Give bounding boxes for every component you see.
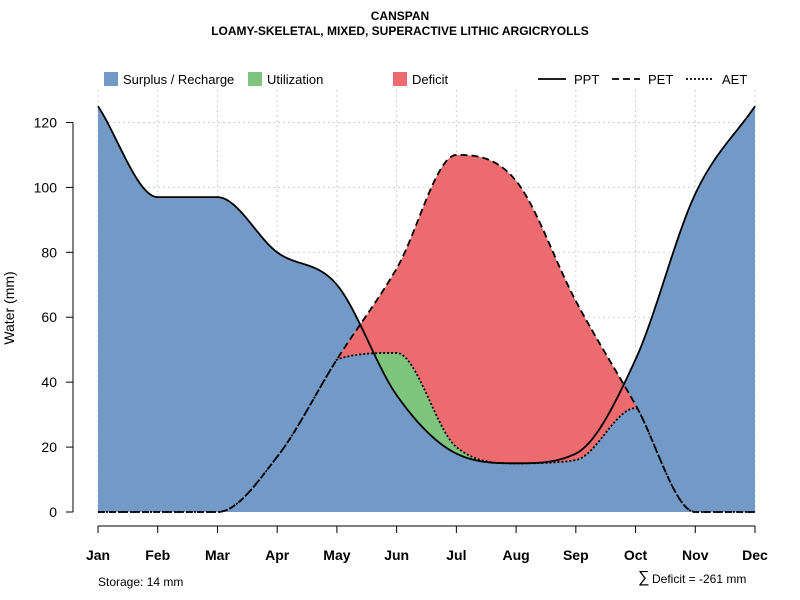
y-tick-label: 80 bbox=[41, 244, 57, 260]
y-tick-label: 120 bbox=[34, 114, 58, 130]
y-axis-label: Water (mm) bbox=[1, 271, 17, 344]
surplus-recharge-area bbox=[98, 106, 755, 512]
legend-swatch-utilization bbox=[248, 72, 262, 86]
axes: 0 20 40 60 80 100 120 Jan Feb Mar Apr May Jun Jul Aug S… bbox=[1, 114, 768, 563]
x-tick-label-jun: Jun bbox=[384, 547, 409, 563]
legend-swatch-surplus-recharge bbox=[104, 72, 118, 86]
legend-label: PPT bbox=[574, 72, 599, 87]
x-tick-label-oct: Oct bbox=[624, 547, 648, 563]
legend-label: PET bbox=[648, 72, 673, 87]
series-line-pet bbox=[98, 154, 755, 513]
deficit-note: Deficit = -261 mm bbox=[652, 572, 747, 586]
x-tick-label-jul: Jul bbox=[446, 547, 466, 563]
y-tick-label: 60 bbox=[41, 309, 57, 325]
legend-label: Deficit bbox=[412, 72, 449, 87]
deficit-area bbox=[98, 154, 755, 513]
x-tick-label-nov: Nov bbox=[682, 547, 709, 563]
storage-note: Storage: 14 mm bbox=[98, 575, 184, 589]
legend-label: Surplus / Recharge bbox=[123, 72, 234, 87]
series-lines bbox=[97, 105, 756, 513]
x-tick-label-feb: Feb bbox=[145, 547, 170, 563]
y-tick-label: 40 bbox=[41, 374, 57, 390]
sum-symbol: ∑ bbox=[638, 569, 650, 586]
legend: Surplus / Recharge Utilization Deficit PPT P… bbox=[104, 72, 747, 87]
x-tick-label-apr: Apr bbox=[265, 547, 290, 563]
x-tick-label-aug: Aug bbox=[502, 547, 529, 563]
x-tick-label-mar: Mar bbox=[205, 547, 230, 563]
legend-label: Utilization bbox=[267, 72, 323, 87]
x-tick-label-sep: Sep bbox=[563, 547, 589, 563]
chart-subtitle: LOAMY-SKELETAL, MIXED, SUPERACTIVE LITHI… bbox=[211, 24, 589, 38]
y-tick-label: 0 bbox=[49, 504, 57, 520]
chart-title: CANSPAN bbox=[370, 9, 430, 23]
x-tick-label-dec: Dec bbox=[742, 547, 768, 563]
y-tick-label: 20 bbox=[41, 439, 57, 455]
x-tick-label-jan: Jan bbox=[86, 547, 110, 563]
series-line-aet bbox=[98, 352, 755, 513]
y-tick-label: 100 bbox=[34, 179, 58, 195]
area-fills bbox=[98, 106, 755, 513]
x-tick-label-may: May bbox=[323, 547, 350, 563]
legend-swatch-deficit bbox=[393, 72, 407, 86]
series-line-ppt bbox=[97, 105, 756, 465]
legend-label: AET bbox=[722, 72, 747, 87]
